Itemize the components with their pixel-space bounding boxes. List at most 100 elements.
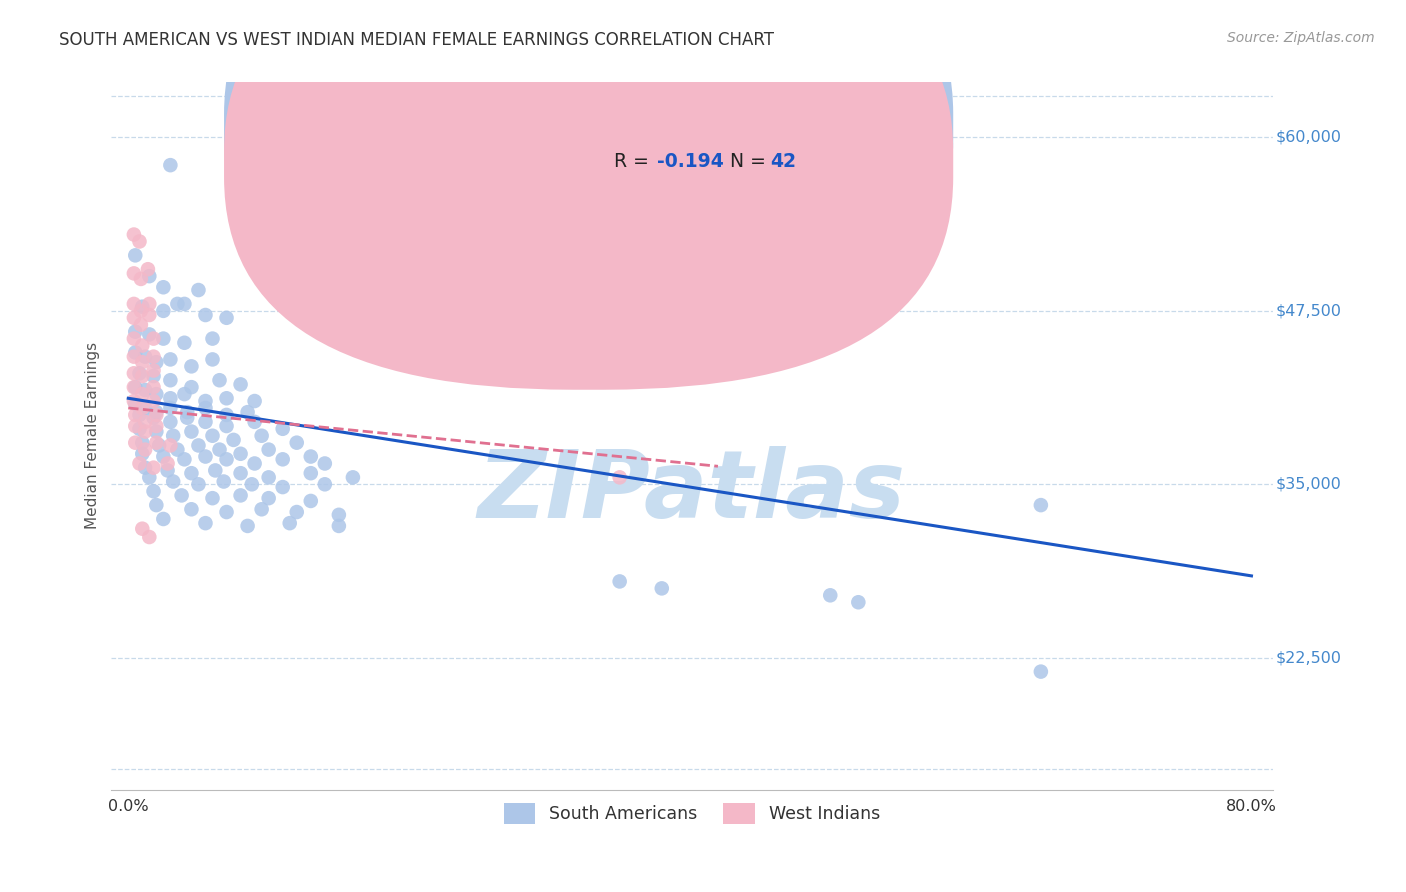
West Indians	[122, 380, 145, 394]
South Americans	[299, 450, 322, 464]
West Indians	[131, 355, 153, 369]
West Indians	[156, 457, 179, 471]
South Americans	[328, 519, 350, 533]
South Americans	[180, 502, 202, 516]
South Americans	[166, 442, 188, 457]
South Americans	[131, 447, 153, 461]
Text: $22,500: $22,500	[1277, 650, 1341, 665]
South Americans	[124, 325, 146, 339]
South Americans	[208, 373, 231, 387]
South Americans	[173, 452, 195, 467]
South Americans	[187, 438, 209, 452]
South Americans	[159, 391, 181, 405]
Text: 42: 42	[769, 153, 796, 171]
West Indians	[131, 387, 153, 401]
South Americans	[138, 327, 160, 342]
South Americans	[257, 491, 280, 505]
South Americans	[229, 488, 252, 502]
South Americans	[134, 383, 156, 397]
South Americans	[159, 401, 181, 415]
Text: R =: R =	[614, 117, 655, 136]
South Americans	[278, 516, 301, 530]
South Americans	[180, 359, 202, 374]
South Americans	[180, 425, 202, 439]
South Americans	[180, 466, 202, 480]
South Americans	[166, 297, 188, 311]
West Indians	[128, 457, 150, 471]
Text: -0.194: -0.194	[657, 153, 724, 171]
South Americans	[170, 488, 193, 502]
South Americans	[176, 410, 198, 425]
South Americans	[142, 484, 165, 499]
South Americans	[250, 428, 273, 442]
South Americans	[148, 438, 170, 452]
South Americans	[271, 480, 294, 494]
Text: N =: N =	[730, 153, 772, 171]
South Americans	[215, 310, 238, 325]
South Americans	[162, 475, 184, 489]
West Indians	[159, 438, 181, 452]
South Americans	[208, 442, 231, 457]
South Americans	[194, 394, 217, 409]
West Indians	[131, 401, 153, 415]
South Americans	[194, 401, 217, 415]
South Americans	[152, 512, 174, 526]
South Americans	[159, 373, 181, 387]
South Americans	[142, 369, 165, 384]
South Americans	[152, 450, 174, 464]
South Americans	[250, 502, 273, 516]
South Americans	[240, 477, 263, 491]
South Americans	[194, 415, 217, 429]
South Americans	[285, 505, 308, 519]
West Indians	[142, 380, 165, 394]
South Americans	[134, 350, 156, 364]
West Indians	[124, 419, 146, 434]
South Americans	[609, 574, 631, 589]
South Americans	[124, 345, 146, 359]
South Americans	[134, 401, 156, 415]
South Americans	[194, 308, 217, 322]
South Americans	[159, 352, 181, 367]
South Americans	[243, 394, 266, 409]
Text: N =: N =	[730, 117, 772, 136]
West Indians	[131, 522, 153, 536]
Text: $47,500: $47,500	[1277, 303, 1341, 318]
South Americans	[257, 470, 280, 484]
South Americans	[194, 516, 217, 530]
South Americans	[145, 355, 167, 369]
South Americans	[145, 425, 167, 439]
Text: $35,000: $35,000	[1277, 477, 1341, 491]
South Americans	[201, 352, 224, 367]
South Americans	[243, 457, 266, 471]
West Indians	[142, 350, 165, 364]
South Americans	[128, 408, 150, 422]
West Indians	[142, 394, 165, 409]
South Americans	[131, 435, 153, 450]
South Americans	[229, 377, 252, 392]
West Indians	[129, 272, 152, 286]
South Americans	[145, 387, 167, 401]
South Americans	[156, 463, 179, 477]
South Americans	[342, 470, 364, 484]
Text: $60,000: $60,000	[1277, 130, 1341, 145]
South Americans	[1029, 498, 1052, 512]
South Americans	[204, 463, 226, 477]
Legend: South Americans, West Indians: South Americans, West Indians	[494, 793, 890, 834]
South Americans	[173, 297, 195, 311]
West Indians	[134, 442, 156, 457]
South Americans	[271, 422, 294, 436]
Text: -0.350: -0.350	[657, 117, 724, 136]
South Americans	[145, 498, 167, 512]
South Americans	[173, 335, 195, 350]
West Indians	[129, 303, 152, 318]
West Indians	[122, 394, 145, 409]
South Americans	[180, 380, 202, 394]
South Americans	[285, 435, 308, 450]
South Americans	[299, 466, 322, 480]
West Indians	[122, 266, 145, 280]
South Americans	[215, 452, 238, 467]
West Indians	[131, 338, 153, 352]
West Indians	[145, 419, 167, 434]
South Americans	[299, 494, 322, 508]
South Americans	[201, 332, 224, 346]
